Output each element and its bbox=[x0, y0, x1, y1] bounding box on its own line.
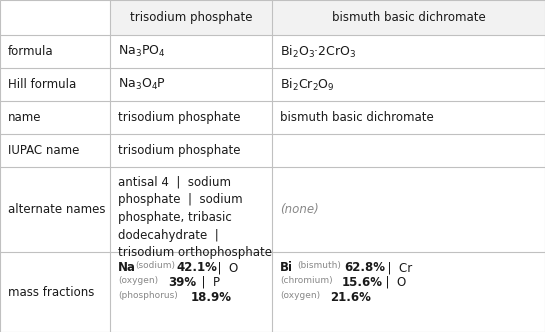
Text: (bismuth): (bismuth) bbox=[297, 261, 341, 270]
Text: 39%: 39% bbox=[168, 276, 196, 289]
Text: 21.6%: 21.6% bbox=[330, 291, 371, 304]
Text: formula: formula bbox=[8, 45, 53, 58]
Text: bismuth basic dichromate: bismuth basic dichromate bbox=[280, 111, 434, 124]
Text: 62.8%: 62.8% bbox=[344, 261, 385, 274]
Text: name: name bbox=[8, 111, 41, 124]
Text: trisodium phosphate: trisodium phosphate bbox=[118, 144, 240, 157]
Text: (sodium): (sodium) bbox=[135, 261, 175, 270]
Text: alternate names: alternate names bbox=[8, 203, 106, 216]
Text: |  Cr: | Cr bbox=[380, 261, 412, 274]
Text: (oxygen): (oxygen) bbox=[118, 276, 158, 285]
Text: (oxygen): (oxygen) bbox=[280, 291, 320, 300]
Bar bbox=[110, 0, 272, 35]
Text: |  P: | P bbox=[194, 276, 220, 289]
Text: Na$_3$O$_4$P: Na$_3$O$_4$P bbox=[118, 77, 166, 92]
Text: Bi: Bi bbox=[280, 261, 293, 274]
Text: (chromium): (chromium) bbox=[280, 276, 332, 285]
Text: 18.9%: 18.9% bbox=[191, 291, 232, 304]
Text: IUPAC name: IUPAC name bbox=[8, 144, 80, 157]
Text: bismuth basic dichromate: bismuth basic dichromate bbox=[331, 11, 486, 24]
Text: Na$_3$PO$_4$: Na$_3$PO$_4$ bbox=[118, 44, 166, 59]
Text: Na: Na bbox=[118, 261, 136, 274]
Text: |  O: | O bbox=[210, 261, 238, 274]
Text: 42.1%: 42.1% bbox=[176, 261, 217, 274]
Text: Hill formula: Hill formula bbox=[8, 78, 76, 91]
Text: (phosphorus): (phosphorus) bbox=[118, 291, 178, 300]
Text: 15.6%: 15.6% bbox=[342, 276, 383, 289]
Text: Bi$_2$O$_3$·2CrO$_3$: Bi$_2$O$_3$·2CrO$_3$ bbox=[280, 43, 356, 59]
Text: (none): (none) bbox=[280, 203, 319, 216]
Text: trisodium phosphate: trisodium phosphate bbox=[130, 11, 252, 24]
Bar bbox=[272, 0, 545, 35]
Text: Bi$_2$Cr$_2$O$_9$: Bi$_2$Cr$_2$O$_9$ bbox=[280, 76, 335, 93]
Text: |  O: | O bbox=[378, 276, 406, 289]
Text: trisodium phosphate: trisodium phosphate bbox=[118, 111, 240, 124]
Text: mass fractions: mass fractions bbox=[8, 286, 94, 298]
Text: antisal 4  |  sodium
phosphate  |  sodium
phosphate, tribasic
dodecahydrate  |
t: antisal 4 | sodium phosphate | sodium ph… bbox=[118, 176, 272, 259]
